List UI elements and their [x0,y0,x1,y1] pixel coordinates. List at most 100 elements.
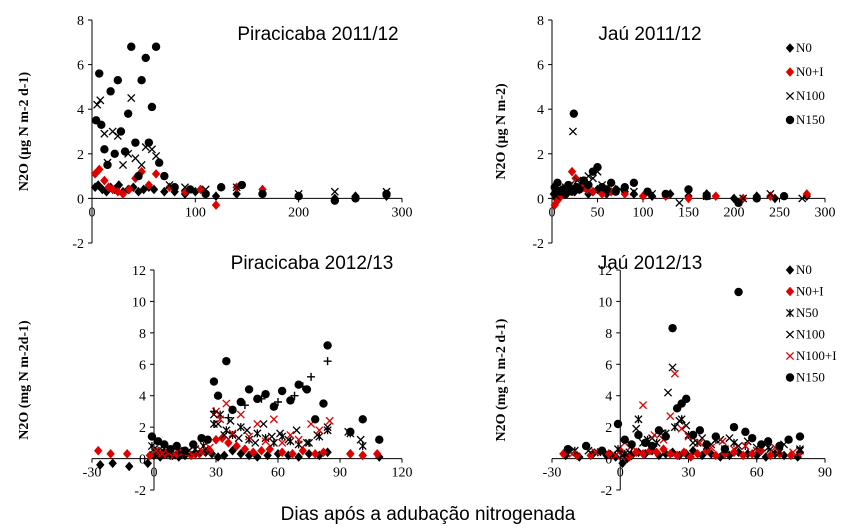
data-point-n150 [779,191,789,201]
data-point-n100-i [152,446,161,455]
data-point-n0-i [582,184,591,195]
data-point-n100 [242,426,252,435]
data-point-n150 [720,444,730,454]
y-tick-label: 8 [77,14,84,29]
data-point-n150 [553,178,562,187]
data-point-n0-i [631,447,641,458]
data-point-n150 [702,440,711,449]
legend-marker-n100-i [785,351,795,361]
data-point-n0 [108,458,117,469]
data-point-n0-i [684,193,693,204]
data-point-unlabeled [298,382,307,391]
data-point-n100 [292,426,301,435]
data-point-n0-i [145,450,155,461]
data-point-n50 [209,419,218,429]
y-tick-label: 4 [77,103,84,118]
data-point-n150 [261,389,270,399]
data-point-n100-i [677,424,686,433]
data-point-n0-i [659,444,668,454]
data-point-n0-i [672,450,682,461]
data-point-n150 [613,419,623,429]
data-point-n0-i [319,447,328,458]
data-point-n150 [160,440,169,449]
x-axis-title: Dias após a adubação nitrogenada [281,504,576,525]
data-point-n100 [668,363,677,372]
x-tick-label: 50 [591,205,605,220]
data-point-n100 [127,93,136,103]
data-point-n100-i [236,410,245,419]
data-point-n100-i [294,435,303,444]
data-point-n100-i [286,430,295,440]
data-point-n0-i [693,449,702,459]
data-point-n150 [661,189,670,199]
data-point-n150 [661,432,670,441]
data-point-n0-i [258,184,267,195]
x-tick-label: 30 [209,466,223,481]
data-point-n100 [259,419,268,429]
data-point-n0 [294,452,303,462]
data-point-unlabeled [224,413,233,422]
data-point-n150 [237,180,247,190]
data-point-n100-i [253,419,262,429]
data-point-n100 [220,430,229,440]
data-point-n100-i [197,446,206,455]
x-tick-label: 60 [750,466,764,481]
data-point-n150 [172,441,181,451]
data-point-n150 [160,171,169,181]
data-point-unlabeled [274,398,282,406]
data-point-n100 [251,438,260,447]
data-point-n0-i [358,450,367,461]
data-point-n0-i [249,447,258,458]
data-point-n0-i [766,191,775,201]
data-point-n0 [94,180,103,190]
data-point-n150 [180,446,190,455]
data-point-n50 [228,430,237,440]
data-point-n150 [269,402,279,411]
data-point-n150 [795,432,805,441]
x-tick-label: 100 [185,205,206,220]
data-point-n0-i [620,189,629,199]
data-point-n0-i [151,169,161,179]
legend-label: N0 [796,40,812,55]
data-point-n0 [654,450,664,461]
data-point-n0 [734,447,743,458]
y-tick-label: 4 [139,390,146,405]
data-point-n150 [123,109,133,118]
data-point-n150 [584,180,593,190]
data-point-n150 [153,437,163,446]
data-point-n100-i [278,438,287,447]
x-tick-label: 90 [818,466,832,481]
series-n100-i [568,369,798,460]
x-tick-label: -30 [543,466,562,481]
data-point-n150 [323,341,332,350]
data-point-n150 [106,87,115,96]
data-point-n150 [151,42,161,51]
data-point-n0-i [277,447,287,458]
data-point-n150 [236,397,245,407]
series-n0-i [90,164,267,210]
data-point-n0-i [556,191,566,201]
data-point-n150 [137,76,146,85]
data-point-n100 [330,187,339,196]
data-point-n150 [113,76,123,85]
data-point-n100 [93,100,102,109]
series-unlabeled [209,357,332,422]
data-point-n150 [170,183,179,192]
data-point-n0 [236,449,245,459]
data-point-n150 [629,178,639,187]
data-point-n150 [682,394,691,404]
data-point-n100 [766,189,775,198]
data-point-n100-i [216,415,225,424]
data-point-n100-i [269,415,278,424]
x-tick-label: 30 [682,466,696,481]
data-point-n0-i [125,184,134,195]
data-point-n150 [141,53,150,63]
data-point-n150 [216,183,226,192]
data-point-n150 [620,435,629,444]
panel-title: Jaú 2012/13 [598,253,703,274]
data-point-n0-i [224,438,233,448]
x-tick-label: 90 [333,466,347,481]
data-point-n0 [98,184,107,195]
y-tick-label: 12 [598,264,612,279]
y-tick-label: 6 [605,358,612,373]
